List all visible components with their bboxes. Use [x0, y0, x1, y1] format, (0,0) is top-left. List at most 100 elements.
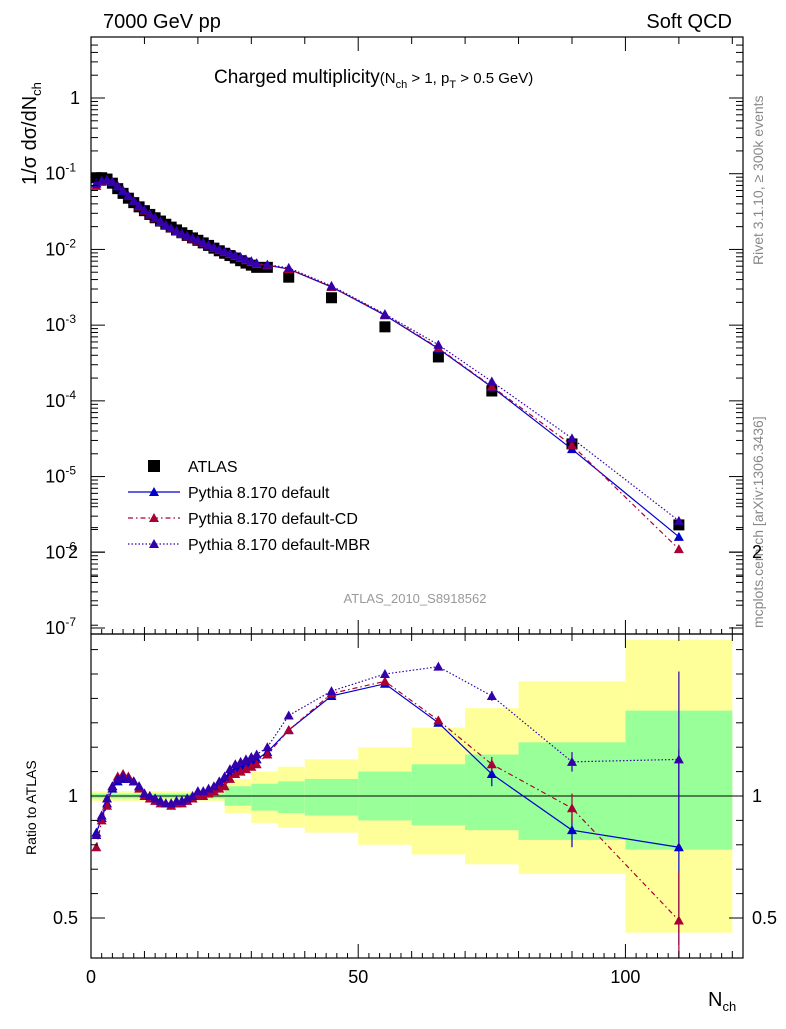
ratio-point-1	[198, 791, 209, 800]
mc-point-3	[102, 174, 113, 184]
mc-point-3	[433, 339, 444, 349]
mc-point-3	[171, 226, 182, 236]
mc-point-3	[123, 190, 134, 200]
ratio-point-2	[118, 771, 129, 781]
ratio-point-1	[219, 781, 230, 791]
ratio-point-2	[379, 669, 390, 678]
ratio-point-2	[673, 754, 684, 764]
ratio-point-2	[182, 793, 193, 803]
mc-point-3	[128, 195, 139, 205]
ratio-y-tick-label-right: 2	[752, 542, 762, 562]
mc-point-3	[326, 280, 337, 290]
ratio-point-1	[214, 783, 225, 793]
mc-point-3	[187, 233, 198, 243]
ratio-y-tick-label: 1	[68, 786, 78, 806]
ratio-point-2	[123, 773, 134, 783]
legend-marker-atlas	[148, 460, 160, 472]
ratio-point-2	[107, 781, 118, 791]
mc-point-3	[192, 235, 203, 245]
mc-point-3	[160, 220, 171, 230]
mc-point-3	[107, 176, 118, 186]
ratio-point-2	[224, 764, 235, 774]
ratio-point-2	[187, 791, 198, 800]
ratio-point-2	[134, 781, 145, 791]
ratio-point-1	[566, 803, 577, 813]
ratio-point-1	[224, 773, 235, 783]
ratio-point-2	[102, 793, 113, 803]
ratio-point-2	[219, 771, 230, 781]
mc-point-3	[246, 256, 257, 266]
main-y-tick-label: 1	[70, 88, 80, 108]
ratio-y-tick-label: 0.5	[53, 908, 78, 928]
ratio-point-1	[673, 915, 684, 925]
ratio-point-2	[176, 795, 187, 805]
ratio-point-2	[240, 754, 251, 764]
analysis-watermark: ATLAS_2010_S8918562	[344, 591, 487, 606]
legend-label-0: ATLAS	[188, 459, 238, 476]
ratio-ylabel: Ratio to ATLAS	[23, 760, 39, 855]
ratio-point-2	[144, 791, 155, 800]
chart-title: Charged multiplicity(Nch > 1, pT > 0.5 G…	[214, 67, 533, 91]
ratio-point-1	[379, 676, 390, 686]
ratio-point-2	[566, 756, 577, 766]
category-label: Soft QCD	[646, 11, 732, 33]
ratio-point-2	[235, 756, 246, 766]
energy-label: 7000 GeV pp	[103, 11, 221, 33]
ratio-point-0	[246, 756, 257, 766]
ratio-point-2	[155, 795, 166, 805]
mc-point-3	[134, 200, 145, 210]
inner-band-bin	[304, 778, 359, 816]
ratio-point-2	[91, 830, 102, 840]
ratio-point-1	[251, 759, 262, 769]
mc-point-3	[155, 216, 166, 226]
atlas-data-point	[432, 351, 444, 363]
ratio-y-tick-label-right: 0.5	[752, 908, 777, 928]
ratio-y-tick-label: 2	[68, 542, 78, 562]
mc-point-3	[118, 185, 129, 195]
ratio-point-2	[208, 781, 219, 791]
ratio-point-2	[96, 810, 107, 820]
legend: ATLAS Pythia 8.170 default Pythia 8.170 de…	[128, 459, 370, 554]
ratio-point-2	[214, 776, 225, 786]
ratio-point-2	[433, 661, 444, 671]
inner-band-bin	[278, 781, 305, 814]
mc-point-3	[182, 230, 193, 240]
ratio-point-2	[283, 710, 294, 720]
mc-point-3	[673, 515, 684, 525]
ratio-point-2	[150, 793, 161, 803]
ratio-point-1	[235, 766, 246, 776]
ratio-point-1	[433, 715, 444, 725]
mc-point-3	[379, 309, 390, 319]
mc-point-3	[224, 248, 235, 258]
main-plot-layer	[90, 172, 685, 554]
ratio-point-1	[203, 788, 214, 798]
mc-point-3	[112, 180, 123, 190]
legend-label-3: Pythia 8.170 default-MBR	[188, 537, 370, 554]
ratio-point-0	[566, 825, 577, 835]
ratio-point-1	[486, 759, 497, 769]
ratio-point-0	[251, 754, 262, 764]
x-tick-label: 0	[86, 967, 96, 987]
ratio-point-0	[486, 769, 497, 779]
inner-band-bin	[251, 783, 279, 811]
mc-point-3	[139, 205, 150, 215]
ratio-point-2	[128, 776, 139, 786]
mc-point-3	[144, 209, 155, 219]
mc-point-3	[566, 433, 577, 443]
ratio-point-1	[230, 769, 241, 779]
inner-band-bin	[411, 764, 466, 826]
ratio-point-2	[246, 751, 257, 761]
mc-point-3	[262, 259, 273, 269]
ratio-point-2	[230, 759, 241, 769]
mc-point-2	[566, 440, 577, 450]
mc-point-3	[219, 246, 230, 256]
ratio-point-2	[251, 749, 262, 759]
atlas-data-point	[325, 292, 337, 304]
mc-point-2	[673, 544, 684, 554]
legend-label-2: Pythia 8.170 default-CD	[188, 511, 358, 528]
ratio-point-1	[208, 786, 219, 796]
atlas-data-point	[283, 271, 295, 283]
mc-point-3	[230, 250, 241, 260]
mc-point-3	[176, 228, 187, 238]
